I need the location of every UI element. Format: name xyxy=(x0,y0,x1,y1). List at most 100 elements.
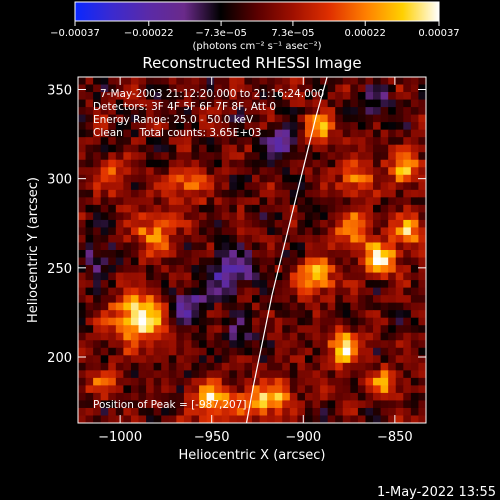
heatmap-cell xyxy=(282,355,291,364)
heatmap-cell xyxy=(282,92,291,101)
heatmap-cell xyxy=(342,385,351,394)
heatmap-cell xyxy=(146,340,155,349)
heatmap-cell xyxy=(236,242,246,251)
heatmap-cell xyxy=(312,310,321,319)
heatmap-cell xyxy=(403,407,412,417)
heatmap-cell xyxy=(123,174,132,183)
heatmap-cell xyxy=(395,347,404,356)
heatmap-cell xyxy=(85,400,94,409)
heatmap-cell xyxy=(395,99,404,108)
heatmap-cell xyxy=(410,227,420,236)
heatmap-cell xyxy=(373,84,382,93)
heatmap-cell xyxy=(304,92,314,101)
heatmap-cell xyxy=(267,107,276,116)
heatmap-cell xyxy=(403,219,412,229)
heatmap-cell xyxy=(153,99,162,108)
heatmap-cell xyxy=(274,302,283,311)
heatmap-cell xyxy=(168,370,177,379)
heatmap-cell xyxy=(244,257,253,266)
heatmap-cell xyxy=(312,317,321,326)
heatmap-cell xyxy=(229,332,238,341)
heatmap-cell xyxy=(327,189,336,198)
heatmap-cell xyxy=(335,317,344,326)
heatmap-cell xyxy=(93,189,102,198)
heatmap-cell xyxy=(130,219,140,229)
heatmap-cell xyxy=(78,415,87,423)
heatmap-cell xyxy=(100,415,109,423)
heatmap-cell xyxy=(365,174,374,183)
heatmap-cell xyxy=(100,325,109,334)
heatmap-cell xyxy=(115,317,124,326)
heatmap-cell xyxy=(252,84,261,93)
heatmap-cell xyxy=(259,355,268,364)
heatmap-cell xyxy=(236,355,246,364)
heatmap-cell xyxy=(191,310,200,319)
heatmap-cell xyxy=(115,332,124,341)
heatmap-cell xyxy=(115,99,124,108)
heatmap-cell xyxy=(373,415,382,423)
heatmap-cell xyxy=(274,392,283,402)
heatmap-cell xyxy=(229,137,238,146)
heatmap-cell xyxy=(146,377,155,386)
heatmap-cell xyxy=(229,159,238,168)
heatmap-cell xyxy=(365,114,374,123)
heatmap-cell xyxy=(161,242,170,251)
heatmap-cell xyxy=(267,385,276,394)
heatmap-cell xyxy=(259,400,268,409)
heatmap-cell xyxy=(312,340,321,349)
heatmap-cell xyxy=(153,234,162,244)
heatmap-cell xyxy=(93,295,102,304)
heatmap-cell xyxy=(146,174,155,183)
heatmap-cell xyxy=(259,392,268,402)
heatmap-cell xyxy=(403,377,412,386)
heatmap-cell xyxy=(304,415,314,423)
heatmap-cell xyxy=(252,122,261,131)
heatmap-cell xyxy=(304,182,314,191)
heatmap-cell xyxy=(161,144,170,153)
heatmap-cell xyxy=(229,174,238,183)
heatmap-cell xyxy=(410,407,420,417)
heatmap-cell xyxy=(229,302,238,311)
heatmap-cell xyxy=(320,280,329,289)
heatmap-cell xyxy=(252,385,261,394)
heatmap-cell xyxy=(100,77,109,86)
heatmap-cell xyxy=(146,152,155,161)
heatmap-cell xyxy=(176,355,185,364)
heatmap-cell xyxy=(327,385,336,394)
heatmap-cell xyxy=(183,332,193,341)
heatmap-cell xyxy=(115,137,124,146)
heatmap-cell xyxy=(335,144,344,153)
heatmap-cell xyxy=(176,182,185,191)
heatmap-cell xyxy=(100,174,109,183)
heatmap-cell xyxy=(244,295,253,304)
heatmap-cell xyxy=(410,295,420,304)
heatmap-cell xyxy=(380,107,389,116)
heatmap-cell xyxy=(395,204,404,213)
heatmap-cell xyxy=(236,362,246,371)
heatmap-cell xyxy=(395,272,404,281)
heatmap-cell xyxy=(123,287,132,296)
heatmap-cell xyxy=(312,407,321,417)
heatmap-cell xyxy=(85,272,94,281)
heatmap-cell xyxy=(168,152,177,161)
heatmap-cell xyxy=(380,377,389,386)
heatmap-cell xyxy=(85,340,94,349)
heatmap-cell xyxy=(252,77,261,86)
heatmap-cell xyxy=(115,227,124,236)
heatmap-cell xyxy=(267,234,276,244)
heatmap-cell xyxy=(395,317,404,326)
heatmap-cell xyxy=(320,182,329,191)
heatmap-cell xyxy=(100,144,109,153)
heatmap-cell xyxy=(176,362,185,371)
heatmap-cell xyxy=(176,272,185,281)
heatmap-cell xyxy=(191,92,200,101)
heatmap-cell xyxy=(410,370,420,379)
heatmap-cell xyxy=(229,182,238,191)
heatmap-cell xyxy=(259,370,268,379)
heatmap-cell xyxy=(327,370,336,379)
heatmap-cell xyxy=(168,204,177,213)
heatmap-cell xyxy=(214,234,223,244)
heatmap-cell xyxy=(199,107,208,116)
heatmap-cell xyxy=(304,317,314,326)
heatmap-cell xyxy=(191,332,200,341)
